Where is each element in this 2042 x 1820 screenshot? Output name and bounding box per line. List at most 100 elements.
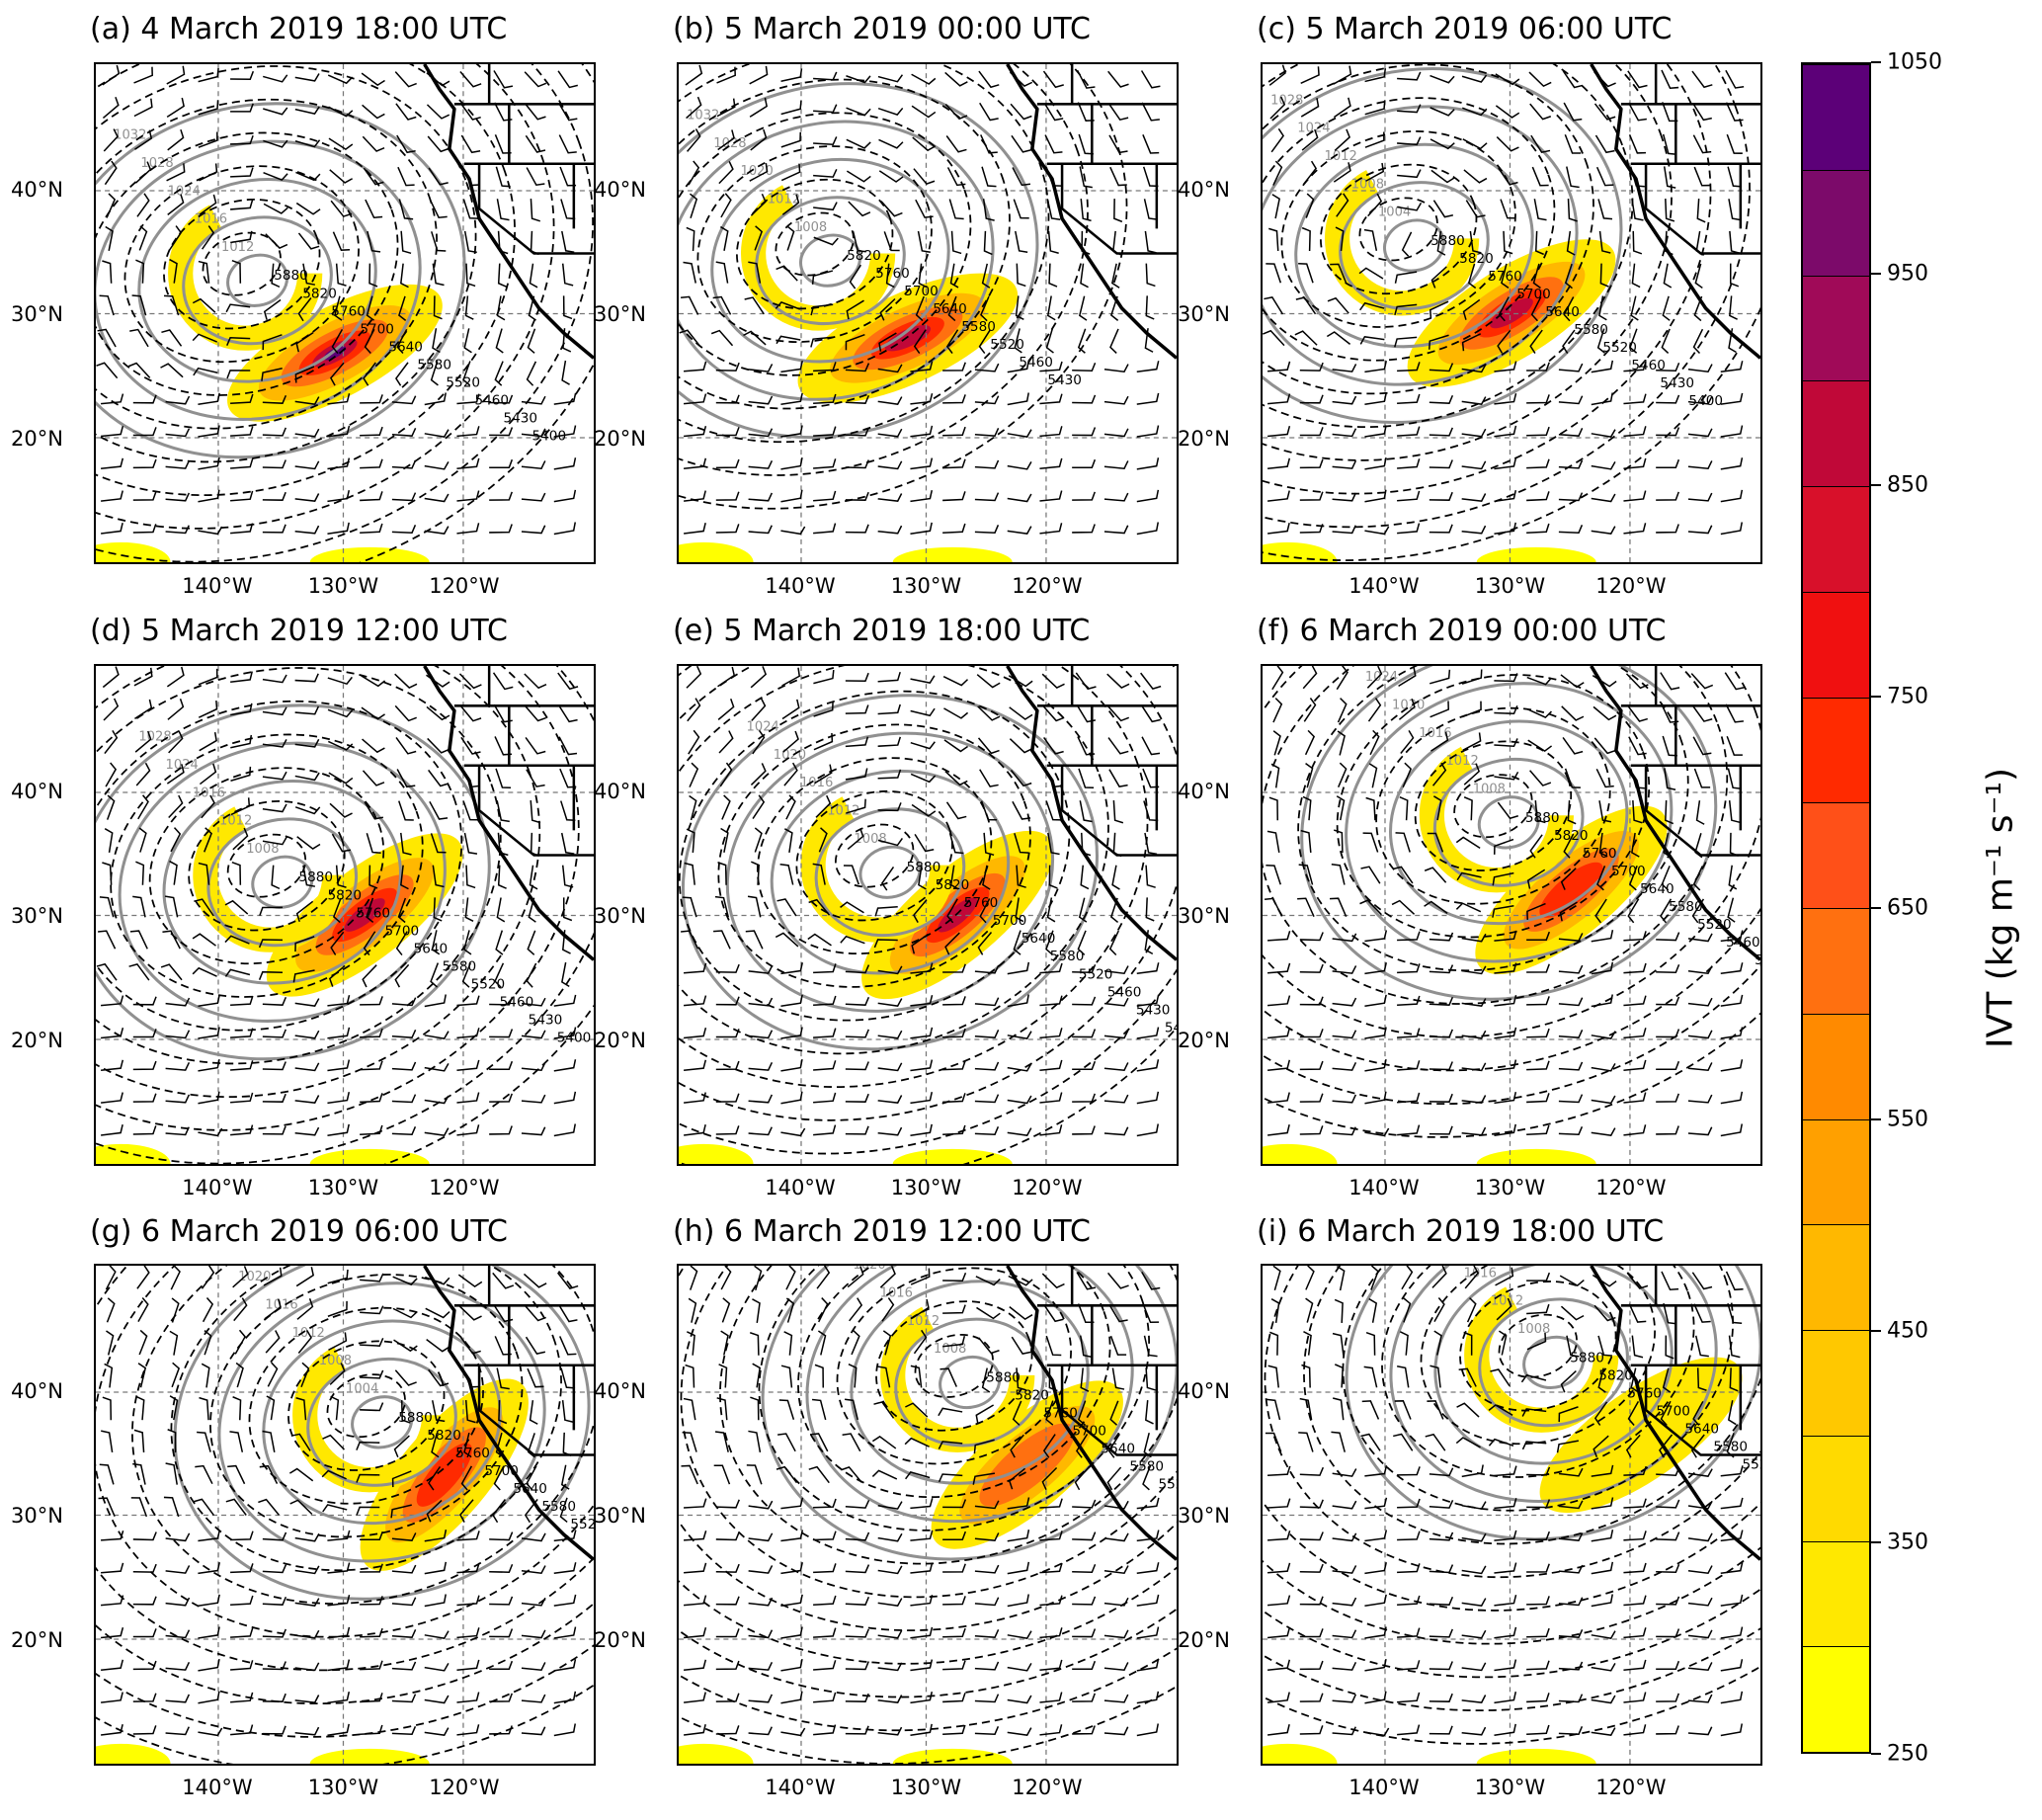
height-label: 5400 xyxy=(1688,393,1723,409)
wind-barb xyxy=(1687,460,1713,470)
wind-barb xyxy=(524,1498,538,1524)
height-contour xyxy=(1381,1266,1695,1478)
height-label: 5520 xyxy=(471,976,506,992)
wind-barb xyxy=(461,166,480,187)
wind-barb xyxy=(814,1364,825,1388)
wind-barb xyxy=(715,1596,740,1606)
wind-barb xyxy=(262,771,287,781)
wind-barb xyxy=(128,962,150,981)
wind-barb xyxy=(294,806,321,815)
wind-barb xyxy=(718,161,734,185)
wind-barb xyxy=(1494,705,1518,715)
wind-barb xyxy=(521,1694,546,1703)
wind-barb xyxy=(944,103,968,121)
height-label: 5760 xyxy=(1627,1385,1662,1401)
wind-barb xyxy=(748,1030,774,1039)
wind-barb xyxy=(302,263,316,286)
wind-barb xyxy=(329,1363,346,1385)
slp-isobar xyxy=(799,233,861,288)
wind-barb xyxy=(1694,1335,1709,1358)
wind-barb xyxy=(715,1628,740,1638)
wind-barb xyxy=(715,1693,740,1702)
wind-barb xyxy=(99,294,115,316)
wind-barb xyxy=(1623,1530,1647,1541)
wind-barb xyxy=(322,1504,348,1513)
wind-barb xyxy=(1492,871,1514,886)
wind-barb xyxy=(851,1329,860,1356)
wind-barb xyxy=(950,230,962,255)
wind-barb xyxy=(1103,1532,1129,1542)
wind-barb xyxy=(1397,136,1422,146)
wind-barb xyxy=(1072,1531,1097,1541)
wind-barb xyxy=(1429,524,1453,534)
wind-barb xyxy=(681,295,699,315)
wind-barb xyxy=(1720,1465,1744,1477)
wind-barb xyxy=(1429,1661,1453,1671)
wind-barb xyxy=(530,832,539,857)
wind-barb xyxy=(1591,1594,1613,1608)
slp-isobar xyxy=(96,139,422,421)
wind-barb xyxy=(230,1092,254,1104)
wind-barb xyxy=(295,202,321,215)
wind-barb xyxy=(748,492,774,502)
wind-barb xyxy=(1695,800,1705,825)
wind-barb xyxy=(1332,460,1357,469)
wind-barb xyxy=(1429,1725,1453,1735)
wind-barb xyxy=(396,134,416,154)
wind-barb xyxy=(1594,134,1615,154)
wind-barb xyxy=(232,1396,242,1421)
wind-barb xyxy=(391,395,417,405)
wind-barb xyxy=(327,1659,351,1672)
wind-barb xyxy=(719,762,733,787)
wind-barb xyxy=(1266,830,1280,853)
wind-barb xyxy=(362,770,385,786)
wind-barb xyxy=(132,1060,157,1071)
wind-barb xyxy=(526,361,537,386)
wind-barb xyxy=(780,131,802,148)
wind-barb xyxy=(813,1692,837,1703)
wind-barb xyxy=(1526,426,1550,437)
wind-barb xyxy=(1108,134,1128,154)
wind-barb xyxy=(363,931,376,956)
wind-barb xyxy=(780,456,803,470)
wind-barb xyxy=(1272,730,1281,756)
wind-barb xyxy=(165,1597,191,1607)
wind-barb xyxy=(424,1031,449,1039)
latitude-label: 20°N xyxy=(594,1628,646,1652)
panel-title: (a) 4 March 2019 18:00 UTC xyxy=(90,12,508,46)
wind-barb xyxy=(360,1093,383,1104)
wind-barb xyxy=(553,1659,577,1672)
wind-barb xyxy=(845,672,869,682)
wind-barb xyxy=(1526,1466,1551,1476)
wind-barb xyxy=(1103,364,1129,373)
wind-barb xyxy=(1072,963,1097,973)
wind-barb xyxy=(166,97,185,118)
wind-barb xyxy=(138,225,148,251)
wind-barb xyxy=(101,1692,123,1703)
wind-barb xyxy=(1039,1724,1063,1736)
wind-barb xyxy=(910,1723,933,1736)
height-label: 5880 xyxy=(986,1369,1021,1385)
wind-barb xyxy=(1140,70,1161,89)
wind-barb xyxy=(1461,1095,1487,1104)
map-content: 1008101210161020528053405400543054605520… xyxy=(679,1266,1177,1764)
wind-barb xyxy=(1007,961,1030,975)
wind-barb xyxy=(497,230,509,255)
wind-barb xyxy=(1077,1400,1087,1426)
slp-label: 1024 xyxy=(168,184,201,199)
wind-barb xyxy=(198,1058,220,1072)
wind-barb xyxy=(813,702,834,717)
wind-barb xyxy=(1664,768,1676,791)
wind-barb xyxy=(105,1266,117,1290)
wind-barb xyxy=(716,98,736,118)
wind-barb xyxy=(101,1723,123,1736)
wind-barb xyxy=(1563,296,1575,322)
wind-barb xyxy=(715,524,740,534)
wind-barb xyxy=(561,865,574,888)
wind-barb xyxy=(1465,200,1486,218)
wind-barb xyxy=(846,299,864,320)
wind-barb xyxy=(684,1659,707,1672)
wind-barb xyxy=(1303,160,1318,185)
wind-barb xyxy=(489,491,513,501)
wind-barb xyxy=(1461,965,1487,975)
